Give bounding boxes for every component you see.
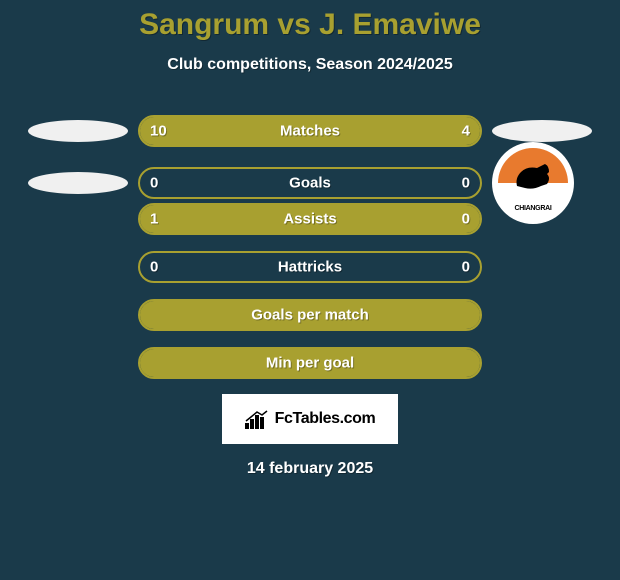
infographic-container: Sangrum vs J. Emaviwe Club competitions,…: [0, 0, 620, 478]
bar-value-left: 0: [150, 259, 158, 276]
bar-value-left: 1: [150, 211, 158, 228]
stat-bar: Matches 10 4: [138, 115, 482, 147]
bar-value-right: 0: [462, 259, 470, 276]
left-slot: [28, 120, 138, 142]
team-oval-left: [28, 172, 128, 194]
bar-value-right: 0: [462, 175, 470, 192]
bar-label: Min per goal: [266, 355, 354, 372]
page-title: Sangrum vs J. Emaviwe: [0, 8, 620, 42]
site-logo: FcTables.com: [222, 394, 398, 444]
bar-value-right: 0: [462, 211, 470, 228]
stat-row: Hattricks 0 0: [0, 250, 620, 284]
badge-inner: CHIANGRAI: [498, 148, 568, 218]
stat-bar-wrap: Matches 10 4: [138, 115, 482, 147]
stat-bar-wrap: Goals 0 0: [138, 167, 482, 199]
stat-bar: Goals per match: [138, 299, 482, 331]
team-oval-right: [492, 120, 592, 142]
date-text: 14 february 2025: [0, 460, 620, 478]
rhino-icon: [511, 158, 555, 194]
stat-bar: Min per goal: [138, 347, 482, 379]
bar-label: Hattricks: [278, 259, 342, 276]
bar-value-right: 4: [462, 123, 470, 140]
left-slot: [28, 172, 138, 194]
bar-value-left: 10: [150, 123, 167, 140]
stat-bar: Assists 1 0: [138, 203, 482, 235]
fctables-icon: [245, 409, 269, 429]
right-slot: CHIANGRAI: [482, 142, 592, 224]
badge-text: CHIANGRAI: [498, 205, 568, 212]
stat-row: Min per goal: [0, 346, 620, 380]
stat-bar-wrap: Min per goal: [138, 347, 482, 379]
stat-bar-wrap: Assists 1 0: [138, 203, 482, 235]
bar-fill-left: [140, 117, 383, 145]
stat-bar: Hattricks 0 0: [138, 251, 482, 283]
stats-rows: Matches104Goals00CHIANGRAIAssists10Hattr…: [0, 114, 620, 380]
team-badge: CHIANGRAI: [492, 142, 574, 224]
stat-bar: Goals 0 0: [138, 167, 482, 199]
stat-bar-wrap: Hattricks 0 0: [138, 251, 482, 283]
logo-text: FcTables.com: [275, 410, 376, 428]
team-oval-left: [28, 120, 128, 142]
right-slot: [482, 120, 592, 142]
subtitle: Club competitions, Season 2024/2025: [0, 56, 620, 74]
bar-label: Goals per match: [251, 307, 369, 324]
stat-bar-wrap: Goals per match: [138, 299, 482, 331]
bar-label: Goals: [289, 175, 331, 192]
stat-row: Goals per match: [0, 298, 620, 332]
bar-label: Matches: [280, 123, 340, 140]
bar-value-left: 0: [150, 175, 158, 192]
bar-label: Assists: [283, 211, 336, 228]
